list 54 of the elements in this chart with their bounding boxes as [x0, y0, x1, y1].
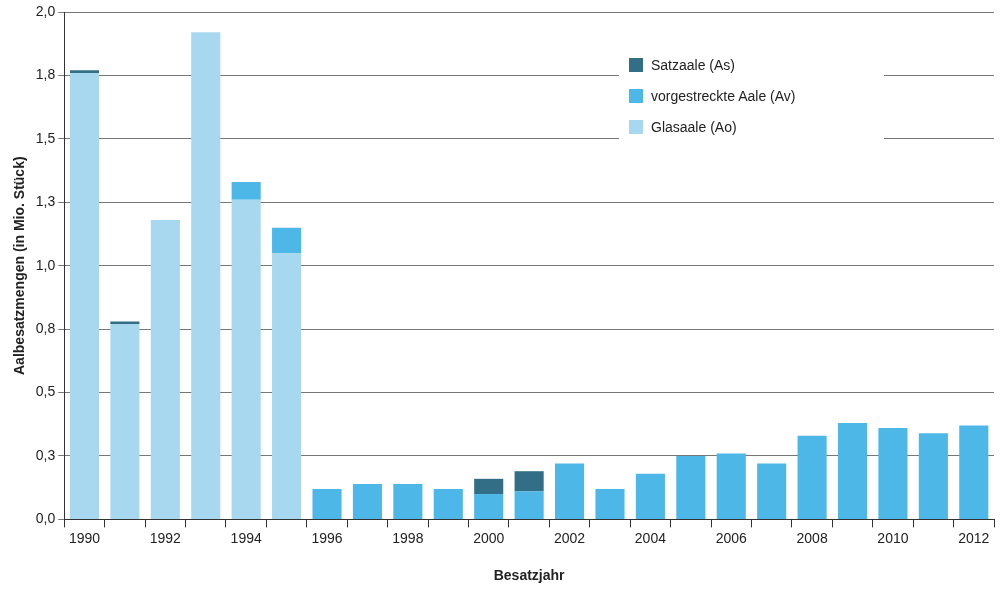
bar [595, 488, 625, 519]
bar [231, 181, 261, 200]
bar [272, 227, 302, 254]
bar [474, 494, 504, 519]
legend-label: Satzaale (As) [651, 56, 736, 73]
bar [757, 463, 787, 519]
y-tick-label: 2,0 [35, 2, 56, 19]
legend-label: Glasaale (Ao) [651, 118, 737, 135]
bar [676, 455, 706, 519]
x-tick-label: 1998 [392, 529, 424, 546]
bar [393, 483, 423, 519]
y-tick-label: 1,8 [35, 66, 56, 83]
bar [797, 435, 827, 519]
y-tick-label: 1,0 [35, 256, 56, 273]
y-tick-label: 0,8 [35, 319, 56, 336]
x-tick-label: 2002 [553, 529, 586, 546]
y-axis-title: Aalbesatzmengen (in Mio. Stück) [11, 156, 28, 375]
x-tick-label: 1990 [68, 529, 101, 546]
legend-label: vorgestreckte Aale (Av) [651, 87, 796, 104]
bar [69, 70, 100, 73]
bar [191, 32, 221, 519]
x-tick-label: 1994 [230, 529, 262, 546]
y-tick-label: 1,3 [35, 193, 56, 210]
x-tick-label: 2012 [958, 529, 990, 546]
bar [555, 463, 585, 519]
x-axis-title: Besatzjahr [493, 567, 566, 584]
bar [312, 488, 342, 519]
bar [352, 483, 382, 519]
x-tick-label: 2004 [634, 529, 667, 546]
bar [433, 488, 463, 519]
bar [150, 220, 180, 519]
bar [514, 491, 544, 519]
y-tick-label: 0,0 [35, 510, 56, 527]
x-tick-label: 2000 [473, 529, 505, 546]
x-tick-label: 1992 [149, 529, 182, 546]
bar [514, 471, 544, 492]
x-tick-label: 2010 [877, 529, 909, 546]
bar [918, 433, 948, 519]
bar [110, 324, 140, 519]
bar [231, 199, 261, 519]
bar [272, 253, 302, 519]
x-tick-label: 2008 [796, 529, 828, 546]
y-tick-label: 1,5 [35, 129, 56, 146]
bar [716, 453, 746, 519]
bar [878, 428, 908, 519]
bar [959, 425, 989, 519]
bar [837, 422, 868, 519]
bar [635, 473, 665, 519]
bar [69, 72, 100, 519]
x-tick-label: 2006 [715, 529, 748, 546]
y-tick-label: 0,3 [35, 446, 56, 463]
bar [474, 478, 504, 495]
y-tick-label: 0,5 [35, 383, 56, 400]
x-tick-label: 1996 [311, 529, 343, 546]
